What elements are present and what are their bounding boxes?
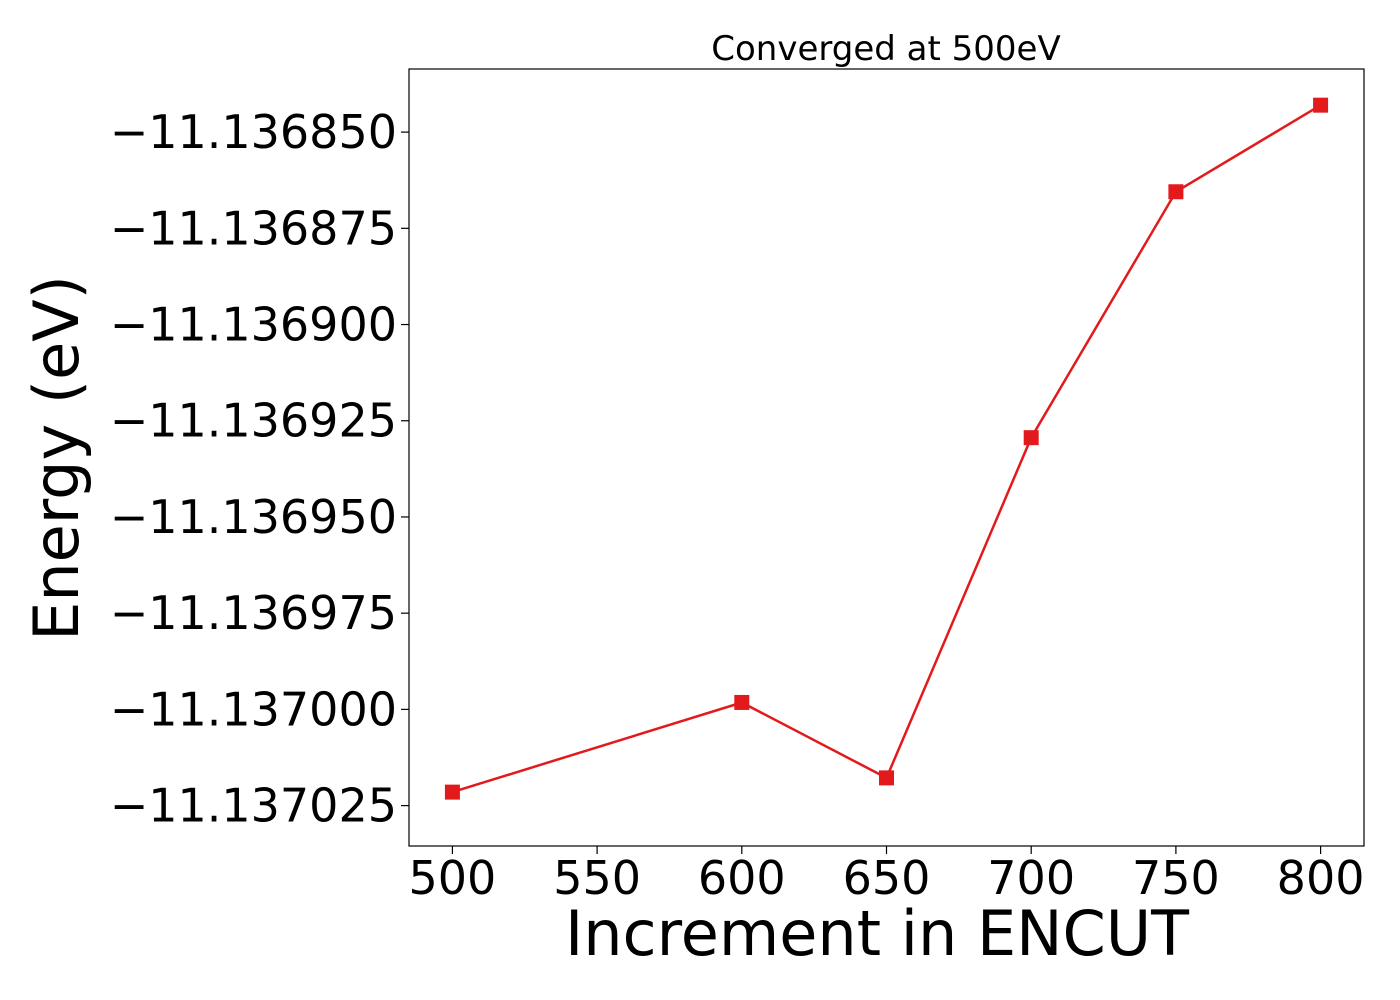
y-tick-label: −11.136975 <box>110 586 397 640</box>
x-tick-label: 650 <box>843 851 931 905</box>
x-axis-title: Increment in ENCUT <box>565 897 1190 970</box>
chart-title: Converged at 500eV <box>711 29 1060 69</box>
x-tick-label: 500 <box>409 851 497 905</box>
data-point <box>1168 184 1184 200</box>
data-point <box>734 694 750 710</box>
y-tick-label: −11.136875 <box>110 201 397 255</box>
x-tick-label: 700 <box>987 851 1075 905</box>
x-tick-label: 750 <box>1132 851 1220 905</box>
y-tick-label: −11.136950 <box>110 490 397 544</box>
y-tick-label: −11.136900 <box>110 298 397 352</box>
y-tick-label: −11.136925 <box>110 394 397 448</box>
series-line <box>452 104 1322 794</box>
plot-frame <box>408 68 1365 847</box>
y-tick-label: −11.137000 <box>110 682 397 736</box>
data-point <box>879 770 894 786</box>
x-tick-label: 800 <box>1277 851 1365 905</box>
y-axis-title: Energy (eV) <box>20 275 93 641</box>
x-tick-label: 600 <box>698 851 786 905</box>
data-point <box>444 784 460 800</box>
y-tick-label: −11.137025 <box>110 779 397 833</box>
data-point <box>1023 430 1039 446</box>
y-tick-label: −11.136850 <box>110 105 397 159</box>
data-point <box>1313 97 1329 113</box>
x-tick-label: 550 <box>553 851 641 905</box>
